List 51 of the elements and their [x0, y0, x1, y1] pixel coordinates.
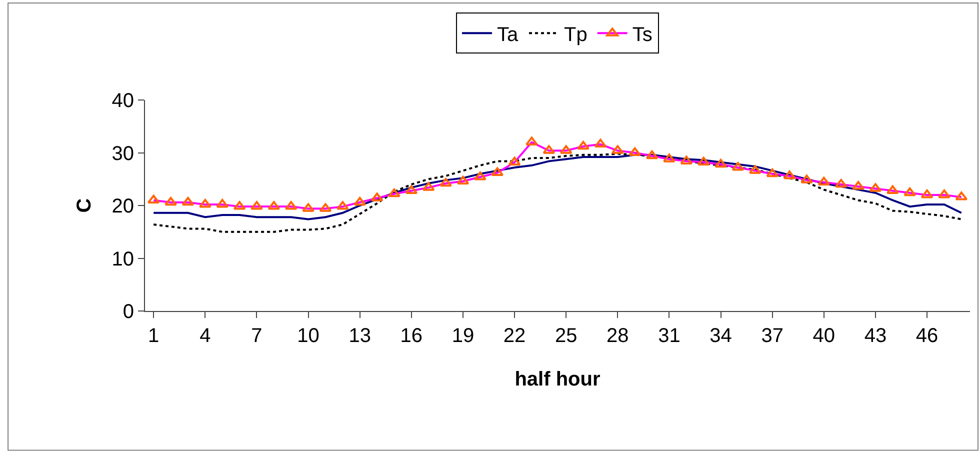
point: [491, 167, 504, 176]
x-tick-label: 31: [658, 325, 680, 347]
point: [714, 158, 727, 168]
point: [766, 168, 779, 178]
point: [663, 154, 676, 162]
x-tick-label: 13: [348, 325, 371, 347]
y-tick-label: 40: [112, 90, 134, 112]
point: [388, 188, 400, 198]
y-tick-label: 0: [122, 301, 134, 323]
x-tick-label: 46: [916, 325, 938, 347]
y-tick-label: 30: [112, 142, 134, 165]
x-tick-label: 1: [148, 325, 160, 347]
point: [834, 178, 848, 188]
point: [594, 138, 607, 148]
point: [250, 201, 263, 210]
x-tick-label: 10: [297, 325, 320, 347]
point: [852, 181, 864, 190]
point: [920, 189, 934, 198]
point: [526, 136, 538, 146]
point: [216, 198, 229, 208]
point: [646, 150, 658, 160]
point: [164, 196, 177, 206]
x-tick-label: 40: [812, 325, 836, 347]
y-tick-label: 20: [112, 196, 134, 218]
x-tick-label: 19: [452, 325, 474, 347]
point: [354, 196, 366, 206]
y-axis-title: C: [73, 198, 96, 213]
x-tick-label: 25: [554, 325, 578, 347]
x-axis-title: half hour: [514, 368, 600, 390]
legend-label: Ta: [497, 24, 519, 46]
point: [182, 196, 194, 206]
x-tick-label: 22: [503, 325, 526, 347]
x-tick-label: 16: [400, 325, 423, 347]
point: [818, 176, 830, 186]
point: [783, 170, 796, 180]
point: [938, 189, 950, 198]
x-tick-label: 43: [864, 325, 887, 347]
point: [440, 178, 452, 187]
point: [198, 198, 212, 208]
x-tick-label: 28: [606, 325, 629, 347]
x-tick-label: 7: [251, 325, 262, 347]
x-tick-label: 37: [761, 325, 784, 347]
legend-label: Ts: [632, 24, 652, 46]
point: [577, 140, 590, 150]
point: [302, 203, 314, 212]
x-tick-label: 34: [710, 325, 732, 347]
point: [800, 174, 813, 184]
legend-label: Tp: [564, 24, 588, 46]
x-tick-label: 4: [200, 325, 211, 347]
point: [904, 187, 916, 196]
y-tick-label: 10: [112, 248, 134, 270]
